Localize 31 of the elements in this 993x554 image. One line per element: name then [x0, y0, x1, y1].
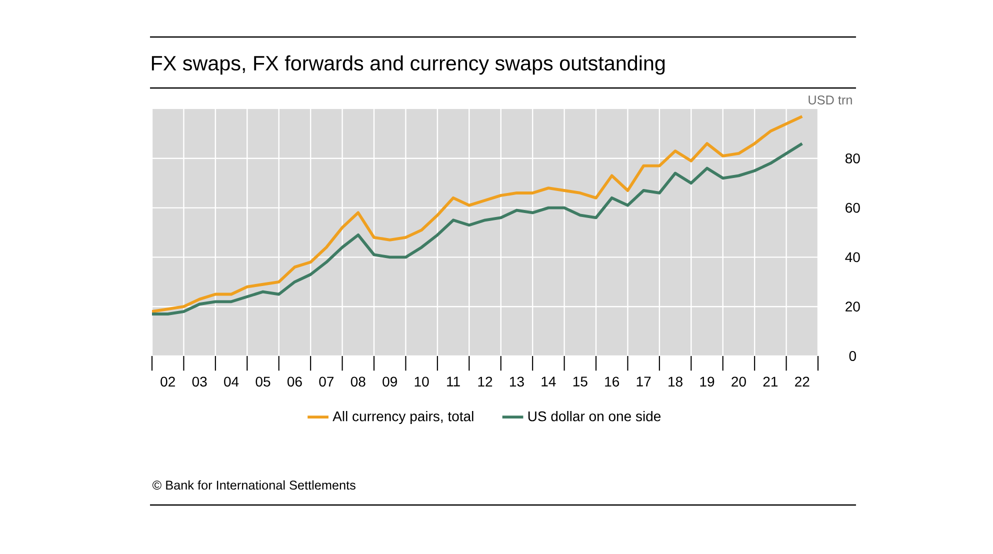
x-tick-label: 14 — [542, 376, 556, 386]
x-tick-label: 16 — [605, 376, 620, 387]
x-tick-label: 19 — [700, 376, 714, 387]
x-tick-label: 18 — [668, 376, 682, 387]
x-tick-label: 02 — [160, 376, 175, 387]
x-tick-label: 09 — [382, 376, 397, 387]
y-tick-label: 40 — [845, 252, 860, 262]
y-tick-label: 0 — [849, 351, 856, 361]
x-tick-label: 03 — [192, 376, 207, 387]
x-tick-label: 04 — [224, 376, 239, 387]
text: © Bank for International Settlements — [152, 480, 356, 490]
legend-label: All currency pairs, total — [332, 411, 474, 424]
x-tick-label: 12 — [478, 376, 492, 386]
chart-title: FX swaps, FX forwards and currency swaps outstanding — [152, 55, 665, 75]
x-tick-label: 05 — [256, 376, 270, 387]
x-tick-label: 17 — [636, 376, 651, 386]
y-tick-label: 60 — [846, 202, 860, 213]
x-tick-label: 15 — [573, 376, 588, 386]
y-tick-label: 80 — [845, 153, 860, 164]
x-tick-label: 08 — [350, 376, 366, 387]
x-tick-label: 22 — [795, 376, 810, 386]
y-tick-label: 20 — [846, 302, 860, 312]
legend-label: US dollar on one side — [528, 411, 661, 422]
x-tick-label: 10 — [414, 376, 429, 387]
x-tick-label: 06 — [287, 376, 302, 387]
y-axis-title: USD trn — [808, 96, 852, 104]
x-tick-label: 07 — [319, 376, 334, 387]
x-tick-label: 11 — [447, 376, 460, 386]
x-tick-label: 21 — [763, 376, 778, 386]
x-tick-label: 20 — [732, 376, 746, 387]
x-tick-label: 13 — [510, 376, 524, 387]
